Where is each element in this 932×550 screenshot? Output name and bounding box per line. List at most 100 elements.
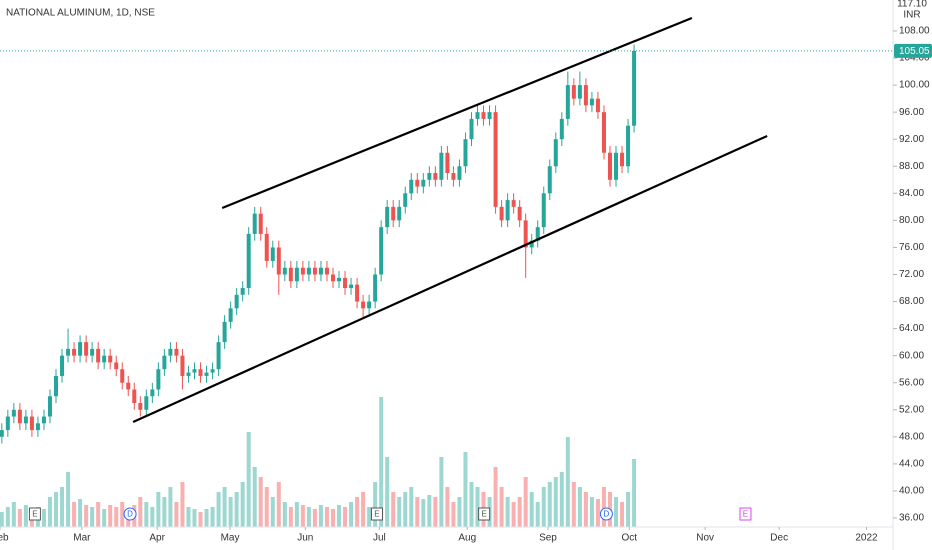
- volume-bar: [547, 482, 552, 527]
- candle-body: [264, 233, 269, 261]
- volume-bar: [373, 482, 378, 527]
- volume-bar: [234, 492, 239, 527]
- volume-bar: [367, 507, 372, 527]
- volume-bar: [589, 497, 594, 527]
- candle-body: [547, 166, 552, 194]
- candle-body: [457, 166, 462, 180]
- candle-body: [487, 112, 492, 119]
- candle-body: [120, 369, 125, 383]
- candle-body: [216, 342, 221, 370]
- candle-body: [379, 227, 384, 275]
- candle-body: [66, 348, 71, 356]
- top-label: 117.10: [897, 0, 927, 10]
- candle-body: [132, 389, 137, 404]
- volume-bar: [553, 477, 558, 527]
- trendline: [132, 134, 768, 424]
- volume-bar: [559, 472, 564, 527]
- candle-body: [156, 369, 161, 390]
- volume-bar: [192, 509, 197, 527]
- volume-bar: [517, 497, 522, 527]
- candle-body: [475, 112, 480, 119]
- y-tick-label: 96.00: [899, 107, 924, 118]
- candle-body: [240, 288, 245, 295]
- candle-body: [192, 369, 197, 373]
- y-tick-label: 88.00: [899, 161, 924, 172]
- volume-bar: [156, 492, 161, 527]
- volume-bar: [276, 482, 281, 527]
- candle-body: [306, 267, 311, 275]
- volume-bar: [294, 502, 299, 527]
- volume-bar: [0, 512, 4, 527]
- candle-body: [84, 342, 89, 356]
- volume-bar: [47, 497, 52, 527]
- candle-body: [583, 85, 588, 106]
- candle-body: [565, 85, 570, 119]
- chart-title: NATIONAL ALUMINUM, 1D, NSE: [6, 8, 155, 19]
- candle-body: [114, 362, 119, 370]
- volume-bar: [583, 492, 588, 527]
- volume-bar: [614, 497, 619, 527]
- candle-body: [601, 112, 606, 153]
- volume-bar: [626, 492, 631, 527]
- volume-bar: [264, 487, 269, 527]
- candle-body: [150, 389, 155, 397]
- event-marker: [478, 507, 491, 521]
- x-tick-label: Apr: [149, 533, 165, 544]
- candle-body: [559, 118, 564, 140]
- y-tick-label: 104.00: [899, 53, 930, 64]
- volume-bar: [324, 507, 329, 527]
- x-tick-label: Jul: [373, 533, 386, 544]
- volume-bar: [240, 482, 245, 527]
- volume-bar: [78, 499, 83, 527]
- volume-bar: [499, 487, 504, 527]
- event-label: E: [32, 510, 37, 519]
- candle-body: [439, 152, 444, 180]
- candle-body: [276, 247, 281, 275]
- volume-bar: [355, 497, 360, 527]
- volume-bar: [186, 507, 191, 527]
- y-tick-label: 84.00: [899, 188, 924, 199]
- volume-bar: [445, 487, 450, 527]
- event-marker: [123, 507, 137, 521]
- candle-body: [493, 112, 498, 207]
- y-tick-label: 80.00: [899, 215, 924, 226]
- candle-body: [144, 396, 149, 410]
- y-tick-label: 76.00: [899, 242, 924, 253]
- candle-body: [258, 213, 263, 234]
- y-tick-label: 40.00: [899, 486, 924, 497]
- volume-bar: [168, 487, 173, 527]
- volume-bar: [361, 492, 366, 527]
- candle-body: [415, 179, 420, 187]
- candle-body: [535, 227, 540, 241]
- candle-body: [108, 355, 113, 363]
- volume-bar: [5, 507, 10, 527]
- volume-bar: [210, 507, 215, 527]
- candle-body: [102, 355, 107, 363]
- candle-body: [41, 416, 46, 424]
- candle-body: [529, 240, 534, 248]
- candle-body: [427, 173, 432, 180]
- volume-bar: [282, 502, 287, 527]
- y-tick-label: 64.00: [899, 323, 924, 334]
- volume-bar: [204, 509, 209, 527]
- volume-bar: [541, 487, 546, 527]
- candle-body: [499, 206, 504, 221]
- candle-body: [78, 342, 83, 356]
- candle-body: [282, 267, 287, 275]
- candle-body: [391, 206, 396, 221]
- volume-bar: [41, 509, 46, 527]
- volume-bar: [66, 472, 71, 527]
- candle-body: [481, 112, 486, 119]
- event-marker: [599, 507, 613, 521]
- candle-body: [204, 372, 209, 376]
- volume-bar: [312, 509, 317, 527]
- y-tick-label: 100.00: [899, 80, 930, 91]
- candle-body: [361, 301, 366, 309]
- volume-bar: [54, 492, 59, 527]
- x-tick-label: Aug: [458, 533, 476, 544]
- candle-body: [463, 139, 468, 167]
- event-label: E: [374, 510, 379, 519]
- candle-body: [553, 139, 558, 167]
- candle-body: [373, 274, 378, 302]
